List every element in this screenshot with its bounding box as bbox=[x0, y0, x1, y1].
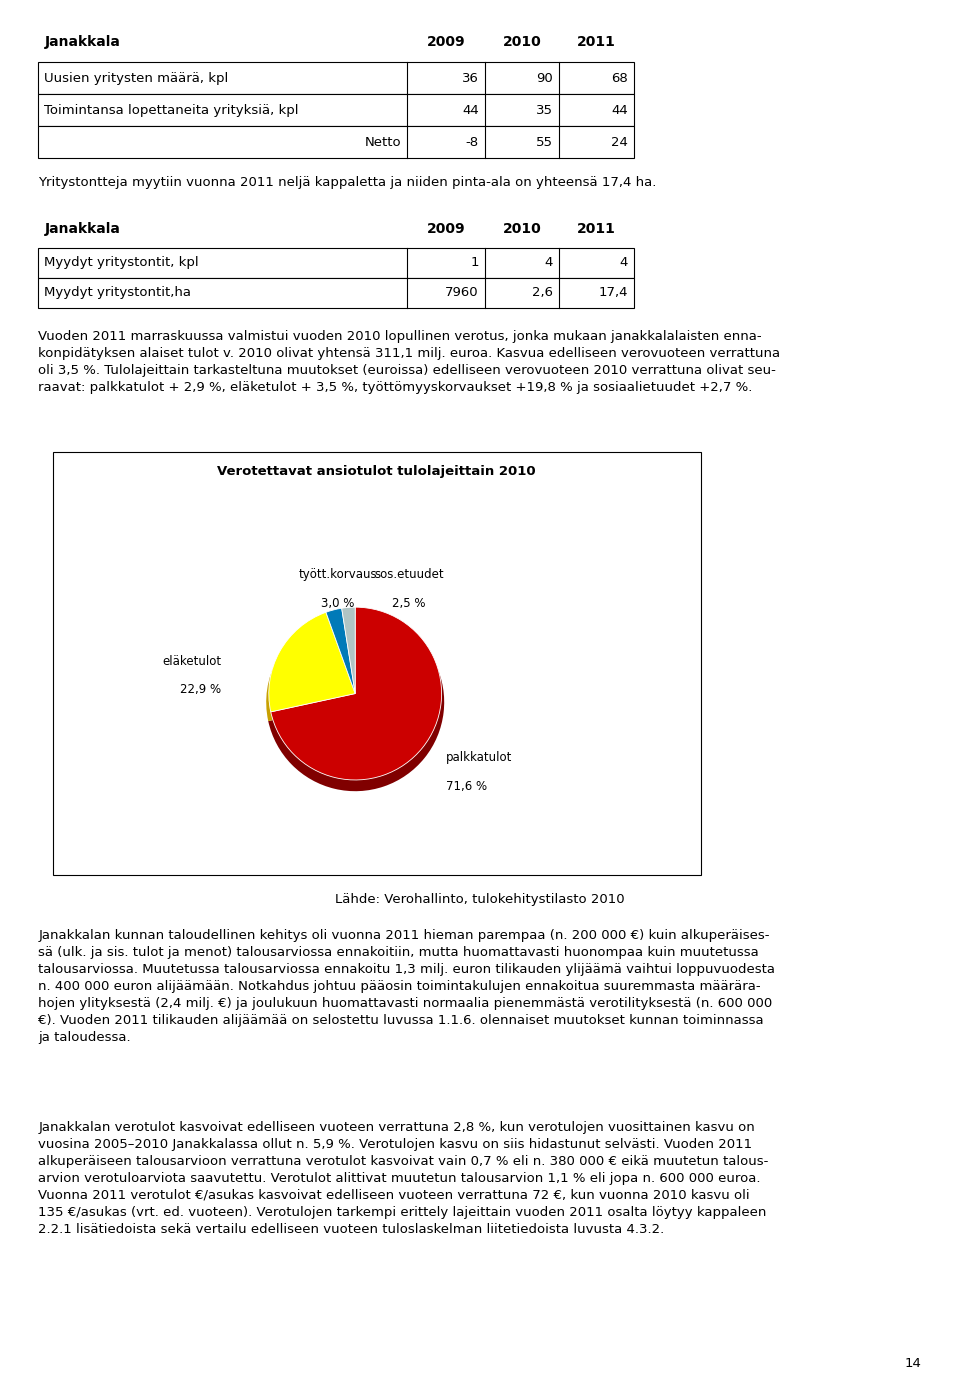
Text: 55: 55 bbox=[537, 136, 553, 148]
Text: 44: 44 bbox=[462, 104, 479, 117]
Text: Yritystontteja myytiin vuonna 2011 neljä kappaletta ja niiden pinta-ala on yhtee: Yritystontteja myytiin vuonna 2011 neljä… bbox=[38, 176, 657, 189]
Text: 90: 90 bbox=[537, 72, 553, 85]
Text: tyött.korvaus: tyött.korvaus bbox=[299, 569, 377, 581]
Text: 2,5 %: 2,5 % bbox=[392, 596, 425, 610]
Text: 24: 24 bbox=[611, 136, 628, 148]
Text: Myydyt yritystontit, kpl: Myydyt yritystontit, kpl bbox=[44, 257, 199, 269]
Text: 44: 44 bbox=[611, 104, 628, 117]
Bar bbox=[38, 94, 634, 126]
Text: Janakkala: Janakkala bbox=[44, 222, 120, 236]
Wedge shape bbox=[325, 614, 355, 702]
Text: 2010: 2010 bbox=[503, 222, 541, 236]
Text: 14: 14 bbox=[904, 1358, 922, 1370]
Wedge shape bbox=[268, 613, 444, 791]
Text: 2009: 2009 bbox=[427, 222, 466, 236]
Text: Netto: Netto bbox=[365, 136, 401, 148]
Text: 4: 4 bbox=[619, 257, 628, 269]
Text: Janakkalan kunnan taloudellinen kehitys oli vuonna 2011 hieman parempaa (n. 200 : Janakkalan kunnan taloudellinen kehitys … bbox=[38, 929, 776, 1044]
Text: 1: 1 bbox=[470, 257, 479, 269]
Text: 2011: 2011 bbox=[577, 222, 615, 236]
Text: 4: 4 bbox=[545, 257, 553, 269]
Bar bbox=[38, 248, 634, 277]
Text: 2009: 2009 bbox=[427, 35, 466, 50]
Text: 71,6 %: 71,6 % bbox=[446, 779, 487, 793]
Wedge shape bbox=[342, 608, 355, 694]
Wedge shape bbox=[269, 612, 355, 712]
Text: 2010: 2010 bbox=[503, 35, 541, 50]
Text: Myydyt yritystontit,ha: Myydyt yritystontit,ha bbox=[44, 286, 191, 300]
Text: Janakkalan verotulot kasvoivat edelliseen vuoteen verrattuna 2,8 %, kun verotulo: Janakkalan verotulot kasvoivat edellisee… bbox=[38, 1121, 769, 1236]
Bar bbox=[38, 126, 634, 158]
Text: Janakkala: Janakkala bbox=[44, 35, 120, 50]
Text: 36: 36 bbox=[462, 72, 479, 85]
Text: eläketulot: eläketulot bbox=[162, 655, 222, 667]
Text: 68: 68 bbox=[611, 72, 628, 85]
Wedge shape bbox=[341, 613, 355, 702]
Text: Verotettavat ansiotulot tulolajeittain 2010: Verotettavat ansiotulot tulolajeittain 2… bbox=[218, 465, 536, 479]
Text: 2,6: 2,6 bbox=[532, 286, 553, 300]
Wedge shape bbox=[266, 619, 355, 721]
Text: 17,4: 17,4 bbox=[598, 286, 628, 300]
Wedge shape bbox=[326, 609, 355, 694]
Text: Lähde: Verohallinto, tulokehitystilasto 2010: Lähde: Verohallinto, tulokehitystilasto … bbox=[335, 893, 625, 906]
Text: 3,0 %: 3,0 % bbox=[322, 596, 354, 610]
Bar bbox=[38, 277, 634, 308]
Text: 7960: 7960 bbox=[445, 286, 479, 300]
Text: Toimintansa lopettaneita yrityksiä, kpl: Toimintansa lopettaneita yrityksiä, kpl bbox=[44, 104, 299, 117]
Bar bbox=[38, 62, 634, 94]
Text: 2011: 2011 bbox=[577, 35, 615, 50]
Text: -8: -8 bbox=[466, 136, 479, 148]
Text: Vuoden 2011 marraskuussa valmistui vuoden 2010 lopullinen verotus, jonka mukaan : Vuoden 2011 marraskuussa valmistui vuode… bbox=[38, 330, 780, 394]
Text: palkkatulot: palkkatulot bbox=[446, 752, 513, 764]
Text: 22,9 %: 22,9 % bbox=[180, 684, 222, 696]
Wedge shape bbox=[271, 608, 442, 779]
Text: 35: 35 bbox=[537, 104, 553, 117]
Text: Uusien yritysten määrä, kpl: Uusien yritysten määrä, kpl bbox=[44, 72, 228, 85]
Text: sos.etuudet: sos.etuudet bbox=[374, 569, 444, 581]
